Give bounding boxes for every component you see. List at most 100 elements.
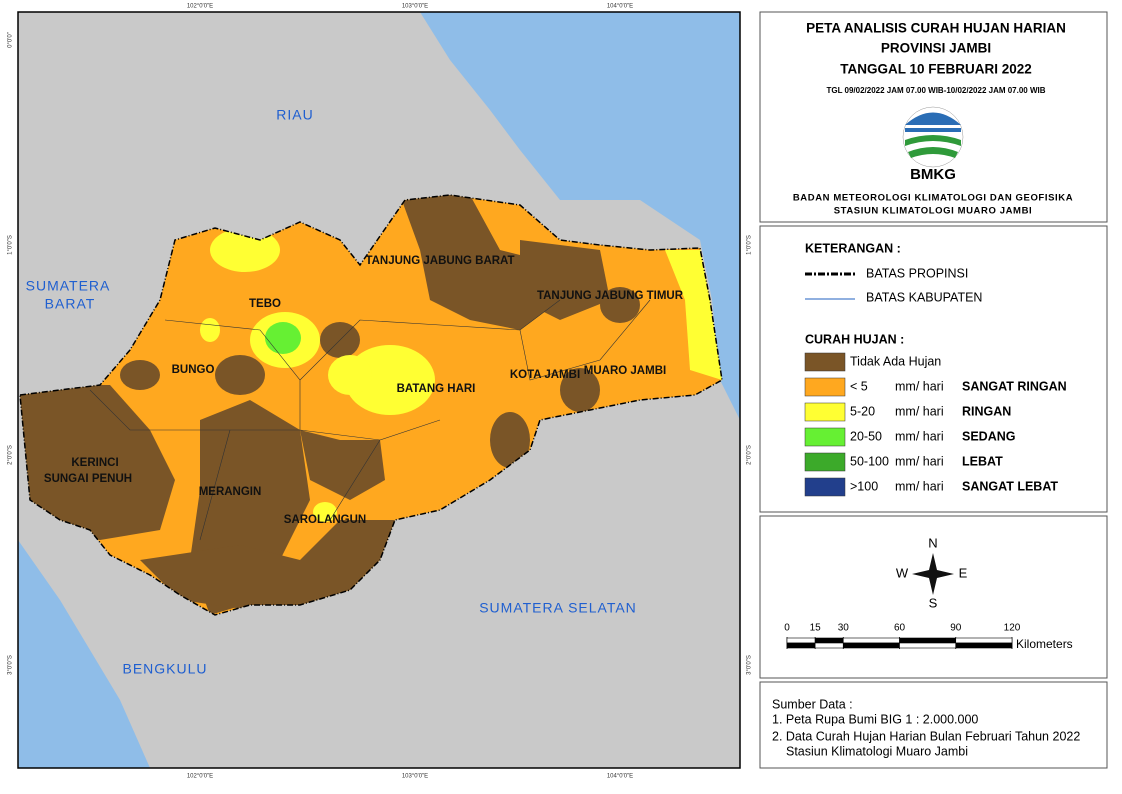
scale-segment <box>899 642 957 649</box>
scale-segment <box>955 637 1013 644</box>
class-category: SANGAT LEBAT <box>962 479 1058 493</box>
title-line: TANGGAL 10 FEBRUARI 2022 <box>840 62 1032 77</box>
class-category: SEDANG <box>962 429 1015 443</box>
class-unit: mm/ hari <box>895 429 944 443</box>
scale-segment <box>814 642 844 649</box>
compass-rose <box>912 553 954 595</box>
class-range: 20-50 <box>850 429 882 443</box>
province-boundary <box>19 194 723 616</box>
class-unit: mm/ hari <box>895 454 944 468</box>
class-swatch <box>804 377 846 397</box>
latitude-label: 3°0'0"S <box>8 655 14 675</box>
latitude-label: 1°0'0"S <box>8 235 14 255</box>
latitude-label: 1°0'0"S <box>747 235 753 255</box>
regency-label: MUARO JAMBI <box>584 365 666 377</box>
title-line: PETA ANALISIS CURAH HUJAN HARIAN <box>806 21 1066 36</box>
scale-segment <box>955 642 1013 649</box>
latitude-label: 2°0'0"S <box>8 445 14 465</box>
longitude-label: 102°0'0"E <box>187 4 213 10</box>
class-swatch <box>804 477 846 497</box>
scale-tick-label: 90 <box>950 623 962 634</box>
regency-label: KOTA JAMBI <box>510 369 580 381</box>
class-range: >100 <box>850 479 878 493</box>
regency-label: BATANG HARI <box>397 383 476 395</box>
region-label: BARAT <box>45 296 96 312</box>
longitude-label: 103°0'0"E <box>402 774 428 780</box>
longitude-label: 104°0'0"E <box>607 4 633 10</box>
region-label: SUMATERA SELATAN <box>479 600 637 616</box>
region-label: SUMATERA <box>26 278 111 294</box>
sea <box>420 12 740 420</box>
scale-segment <box>786 637 816 644</box>
logo-text: BMKG <box>910 166 956 183</box>
class-unit: mm/ hari <box>895 404 944 418</box>
source-item: 1. Peta Rupa Bumi BIG 1 : 2.000.000 <box>772 712 978 726</box>
regency-label: SAROLANGUN <box>284 514 366 526</box>
latitude-label: 0°0'0" <box>8 32 14 48</box>
source-item: 2. Data Curah Hujan Harian Bulan Februar… <box>772 729 1080 743</box>
regency-label: MERANGIN <box>199 486 262 498</box>
class-unit: mm/ hari <box>895 479 944 493</box>
regency-label: KERINCI <box>71 457 118 469</box>
class-swatch <box>804 427 846 447</box>
scale-unit: Kilometers <box>1016 637 1073 651</box>
sea <box>18 540 150 768</box>
compass-label: N <box>928 535 937 550</box>
class-range: 50-100 <box>850 454 889 468</box>
longitude-label: 104°0'0"E <box>607 774 633 780</box>
legend-panel: KETERANGAN : BATAS PROPINSI BATAS KABUPA… <box>759 225 1108 513</box>
compass-label: S <box>929 595 938 610</box>
scale-tick-label: 30 <box>838 623 850 634</box>
regency-label: TANJUNG JABUNG TIMUR <box>537 290 684 302</box>
legend-heading: KETERANGAN : <box>805 241 901 255</box>
regency-label: SUNGAI PENUH <box>44 473 132 485</box>
scale-tick-label: 15 <box>810 623 822 634</box>
regency-label: TEBO <box>249 298 281 310</box>
legend-label: BATAS KABUPATEN <box>866 290 982 304</box>
scale-tick-label: 0 <box>784 623 790 634</box>
class-range: 5-20 <box>850 404 875 418</box>
latitude-label: 3°0'0"S <box>747 655 753 675</box>
class-swatch <box>804 402 846 422</box>
agency-line: BADAN METEOROLOGI KLIMATOLOGI DAN GEOFIS… <box>793 193 1073 204</box>
scale-tick-label: 60 <box>894 623 906 634</box>
class-range: Tidak Ada Hujan <box>850 354 941 368</box>
class-category: SANGAT RINGAN <box>962 379 1067 393</box>
panel <box>759 515 1108 679</box>
class-unit: mm/ hari <box>895 379 944 393</box>
longitude-label: 103°0'0"E <box>402 4 428 10</box>
source-heading: Sumber Data : <box>772 697 853 711</box>
regency-label: TANJUNG JABUNG BARAT <box>365 255 514 267</box>
title-line: PROVINSI JAMBI <box>881 41 991 56</box>
scale-segment <box>842 642 900 649</box>
panel <box>759 681 1108 769</box>
agency-line: STASIUN KLIMATOLOGI MUARO JAMBI <box>834 206 1033 217</box>
region-label: BENGKULU <box>122 661 207 677</box>
class-swatch <box>804 352 846 372</box>
legend-label: BATAS PROPINSI <box>866 266 968 280</box>
compass-label: E <box>959 565 968 580</box>
scale-tick-label: 120 <box>1004 623 1021 634</box>
regency-label: BUNGO <box>172 364 215 376</box>
scale-segment <box>899 637 957 644</box>
map-frame <box>17 11 741 769</box>
sources-panel: Sumber Data : 1. Peta Rupa Bumi BIG 1 : … <box>759 681 1108 769</box>
class-swatch <box>804 452 846 472</box>
class-category: RINGAN <box>962 404 1011 418</box>
longitude-label: 102°0'0"E <box>187 774 213 780</box>
legend-heading: CURAH HUJAN : <box>805 332 904 346</box>
map: RIAU SUMATERA BARAT BENGKULU SUMATERA SE… <box>8 4 753 780</box>
scale-segment <box>814 637 844 644</box>
source-item: Stasiun Klimatologi Muaro Jambi <box>786 744 968 758</box>
latitude-label: 2°0'0"S <box>747 445 753 465</box>
logo-mark <box>902 106 964 168</box>
class-range: < 5 <box>850 379 868 393</box>
scale-segment <box>842 637 900 644</box>
compass-label: W <box>896 565 909 580</box>
district-boundary <box>89 299 651 541</box>
title-panel: PETA ANALISIS CURAH HUJAN HARIAN PROVINS… <box>759 11 1108 223</box>
class-category: LEBAT <box>962 454 1003 468</box>
region-label: RIAU <box>276 107 313 123</box>
period: TGL 09/02/2022 JAM 07.00 WIB-10/02/2022 … <box>826 86 1045 95</box>
